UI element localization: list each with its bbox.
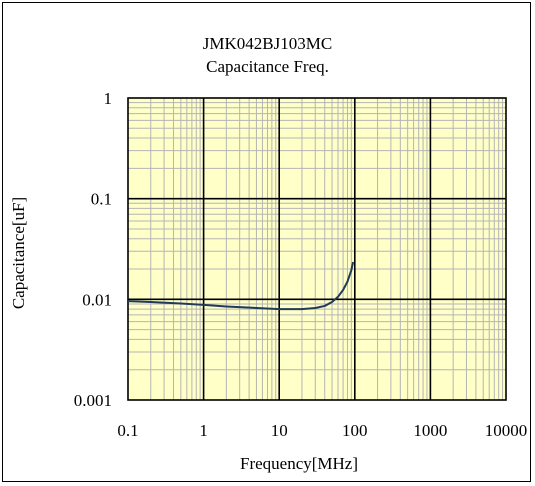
capacitance-curve — [127, 261, 355, 311]
x-tick-label: 10 — [271, 421, 288, 440]
y-axis-label: Capacitance[uF] — [9, 196, 28, 310]
y-tick-label: 0.01 — [82, 290, 112, 309]
x-tick-label: 0.1 — [117, 421, 138, 440]
y-tick-label: 0.1 — [91, 190, 112, 209]
chart-title: JMK042BJ103MC — [202, 34, 333, 53]
x-tick-label: 100 — [342, 421, 368, 440]
x-tick-label: 10000 — [485, 421, 528, 440]
y-tick-label: 0.001 — [74, 391, 112, 410]
major-gridlines — [128, 98, 506, 400]
x-tick-label: 1000 — [413, 421, 447, 440]
y-tick-labels: 0.001 0.01 0.1 1 — [74, 89, 112, 410]
plot-area — [128, 98, 506, 400]
x-tick-labels: 0.1 1 10 100 1000 10000 — [117, 421, 527, 440]
plot-border — [127, 97, 507, 401]
chart-subtitle: Capacitance Freq. — [206, 57, 329, 76]
y-tick-label: 1 — [104, 89, 113, 108]
minor-gridlines — [128, 98, 506, 400]
x-axis-label: Frequency[MHz] — [240, 454, 359, 473]
x-tick-label: 1 — [199, 421, 208, 440]
